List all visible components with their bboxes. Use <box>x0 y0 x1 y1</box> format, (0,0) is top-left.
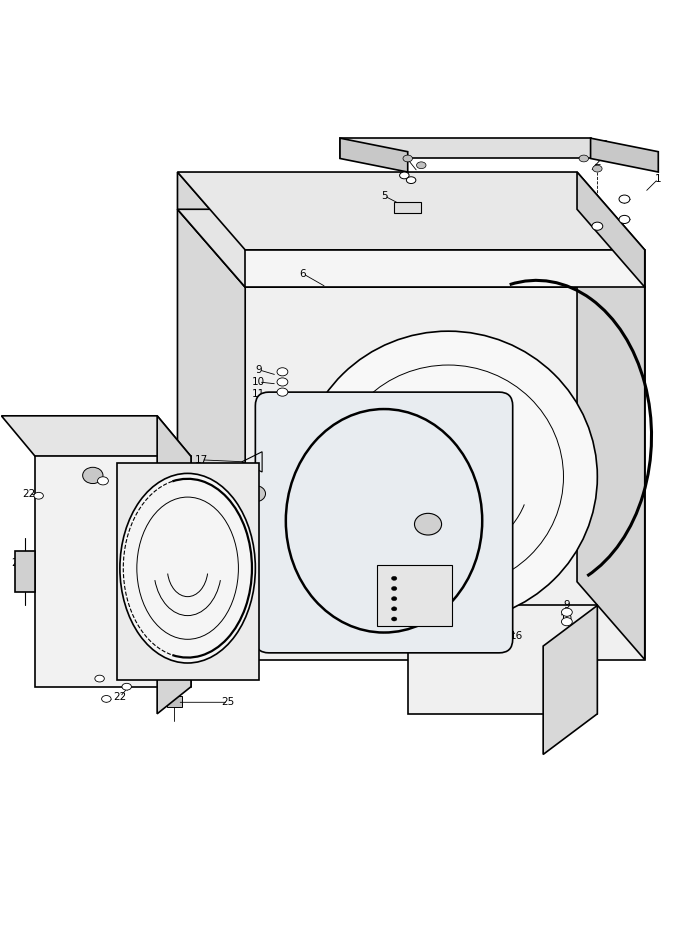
Ellipse shape <box>619 215 630 224</box>
Polygon shape <box>577 172 645 287</box>
Ellipse shape <box>101 696 111 702</box>
Ellipse shape <box>392 617 397 621</box>
Ellipse shape <box>392 587 397 590</box>
Text: 9: 9 <box>564 601 571 610</box>
Text: 1: 1 <box>655 174 662 184</box>
Polygon shape <box>258 396 509 646</box>
Text: 5: 5 <box>381 191 388 201</box>
Ellipse shape <box>619 195 630 203</box>
Polygon shape <box>1 415 191 457</box>
Polygon shape <box>394 202 422 212</box>
Text: 17: 17 <box>194 455 208 465</box>
Ellipse shape <box>97 477 108 485</box>
Ellipse shape <box>34 493 44 499</box>
Ellipse shape <box>299 331 597 622</box>
Ellipse shape <box>417 162 426 168</box>
Polygon shape <box>177 172 645 250</box>
Ellipse shape <box>245 486 265 502</box>
Text: 22: 22 <box>114 692 126 702</box>
Polygon shape <box>157 415 191 713</box>
Polygon shape <box>177 210 245 660</box>
Text: 14: 14 <box>537 516 550 525</box>
Text: 4: 4 <box>401 150 407 160</box>
Text: 6: 6 <box>299 269 306 278</box>
Ellipse shape <box>392 607 397 611</box>
Ellipse shape <box>277 368 288 376</box>
Ellipse shape <box>120 474 256 663</box>
Ellipse shape <box>592 165 602 172</box>
Ellipse shape <box>122 683 131 690</box>
Ellipse shape <box>400 172 409 179</box>
Polygon shape <box>340 138 590 159</box>
Text: 20: 20 <box>68 463 81 474</box>
Text: 18: 18 <box>201 489 215 499</box>
Ellipse shape <box>592 222 602 230</box>
Ellipse shape <box>277 378 288 386</box>
Text: 13: 13 <box>574 417 587 428</box>
Text: 7: 7 <box>455 377 462 387</box>
Bar <box>507 391 519 400</box>
Text: 26: 26 <box>373 587 386 597</box>
Polygon shape <box>245 250 645 287</box>
Bar <box>167 697 182 707</box>
Text: 23: 23 <box>12 557 25 568</box>
Polygon shape <box>340 138 408 172</box>
Polygon shape <box>15 551 35 592</box>
Polygon shape <box>543 605 597 755</box>
Text: 10: 10 <box>252 377 265 387</box>
Text: 16: 16 <box>509 631 523 641</box>
Polygon shape <box>245 287 645 660</box>
Text: 24: 24 <box>39 640 52 650</box>
Ellipse shape <box>407 177 416 183</box>
Ellipse shape <box>277 388 288 396</box>
Text: 22: 22 <box>86 674 99 683</box>
Polygon shape <box>116 463 258 680</box>
Text: 10: 10 <box>560 614 573 624</box>
Text: 25: 25 <box>222 697 235 707</box>
Ellipse shape <box>95 675 104 682</box>
Text: 15: 15 <box>435 614 448 624</box>
Ellipse shape <box>562 618 573 626</box>
Ellipse shape <box>403 155 413 162</box>
Polygon shape <box>577 210 645 660</box>
Ellipse shape <box>579 155 589 162</box>
Ellipse shape <box>415 513 441 535</box>
Text: 22: 22 <box>22 489 35 499</box>
Polygon shape <box>177 172 245 287</box>
Text: 21: 21 <box>41 470 54 480</box>
Polygon shape <box>177 210 645 287</box>
Ellipse shape <box>562 608 573 617</box>
Text: 3: 3 <box>601 140 607 150</box>
Text: 9: 9 <box>256 365 262 375</box>
Text: 11: 11 <box>252 389 265 400</box>
Polygon shape <box>35 457 191 687</box>
Ellipse shape <box>83 467 103 483</box>
Text: 12: 12 <box>445 458 458 468</box>
Text: 8: 8 <box>540 377 547 387</box>
Text: 2: 2 <box>594 157 600 167</box>
Polygon shape <box>377 565 452 626</box>
FancyBboxPatch shape <box>256 392 513 653</box>
Polygon shape <box>590 138 658 172</box>
Polygon shape <box>408 605 597 713</box>
Ellipse shape <box>392 576 397 580</box>
Text: 19: 19 <box>133 468 147 478</box>
Ellipse shape <box>392 597 397 601</box>
